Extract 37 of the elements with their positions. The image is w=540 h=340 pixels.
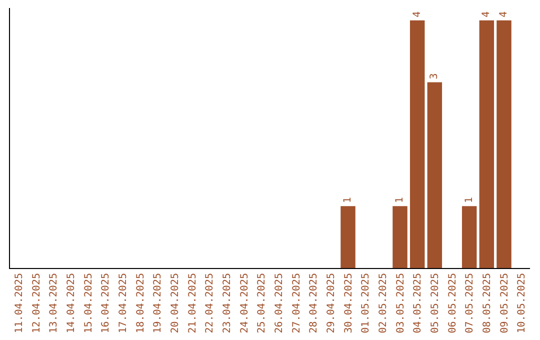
x-tick-label: 26.04.2025 (274, 273, 285, 334)
x-tick-label: 07.05.2025 (464, 273, 476, 334)
x-tick-label: 22.04.2025 (204, 273, 216, 334)
x-tick-label: 27.04.2025 (291, 273, 302, 334)
data-label: 1 (464, 197, 475, 204)
data-label: 4 (481, 11, 492, 18)
x-tick-label: 12.04.2025 (31, 273, 42, 334)
x-tick-label: 06.05.2025 (447, 273, 458, 334)
x-tick-label: 25.04.2025 (256, 273, 268, 334)
x-tick-label: 02.05.2025 (378, 273, 389, 334)
x-tick-label: 29.04.2025 (326, 273, 337, 334)
x-tick-label: 24.04.2025 (239, 273, 250, 334)
x-tick-label: 28.04.2025 (308, 273, 320, 334)
x-tick-label: 18.04.2025 (135, 273, 146, 334)
x-tick-label: 01.05.2025 (360, 273, 372, 334)
x-tick-label: 05.05.2025 (430, 273, 441, 334)
x-tick-label: 11.04.2025 (14, 273, 25, 334)
data-label: 4 (498, 11, 510, 18)
data-label: 1 (342, 197, 354, 204)
x-tick-label: 16.04.2025 (100, 273, 112, 334)
x-tick-label: 03.05.2025 (395, 273, 406, 334)
data-label: 3 (429, 73, 440, 80)
x-tick-label: 20.04.2025 (170, 273, 181, 334)
x-tick-label: 19.04.2025 (152, 273, 164, 334)
x-tick-label: 04.05.2025 (412, 273, 424, 334)
x-tick-label: 13.04.2025 (48, 273, 60, 334)
x-tick-label: 17.04.2025 (118, 273, 129, 334)
x-tick-label: 09.05.2025 (499, 273, 510, 334)
data-label: 1 (394, 197, 406, 204)
x-tick-label: 08.05.2025 (482, 273, 493, 334)
x-tick-label: 23.04.2025 (222, 273, 233, 334)
x-tick-label: 30.04.2025 (343, 273, 354, 334)
data-label: 4 (412, 11, 423, 18)
x-tick-label: 15.04.2025 (83, 273, 94, 334)
x-tick-label: 10.05.2025 (516, 273, 528, 334)
x-tick-label: 21.04.2025 (187, 273, 198, 334)
x-tick-label: 14.04.2025 (66, 273, 77, 334)
